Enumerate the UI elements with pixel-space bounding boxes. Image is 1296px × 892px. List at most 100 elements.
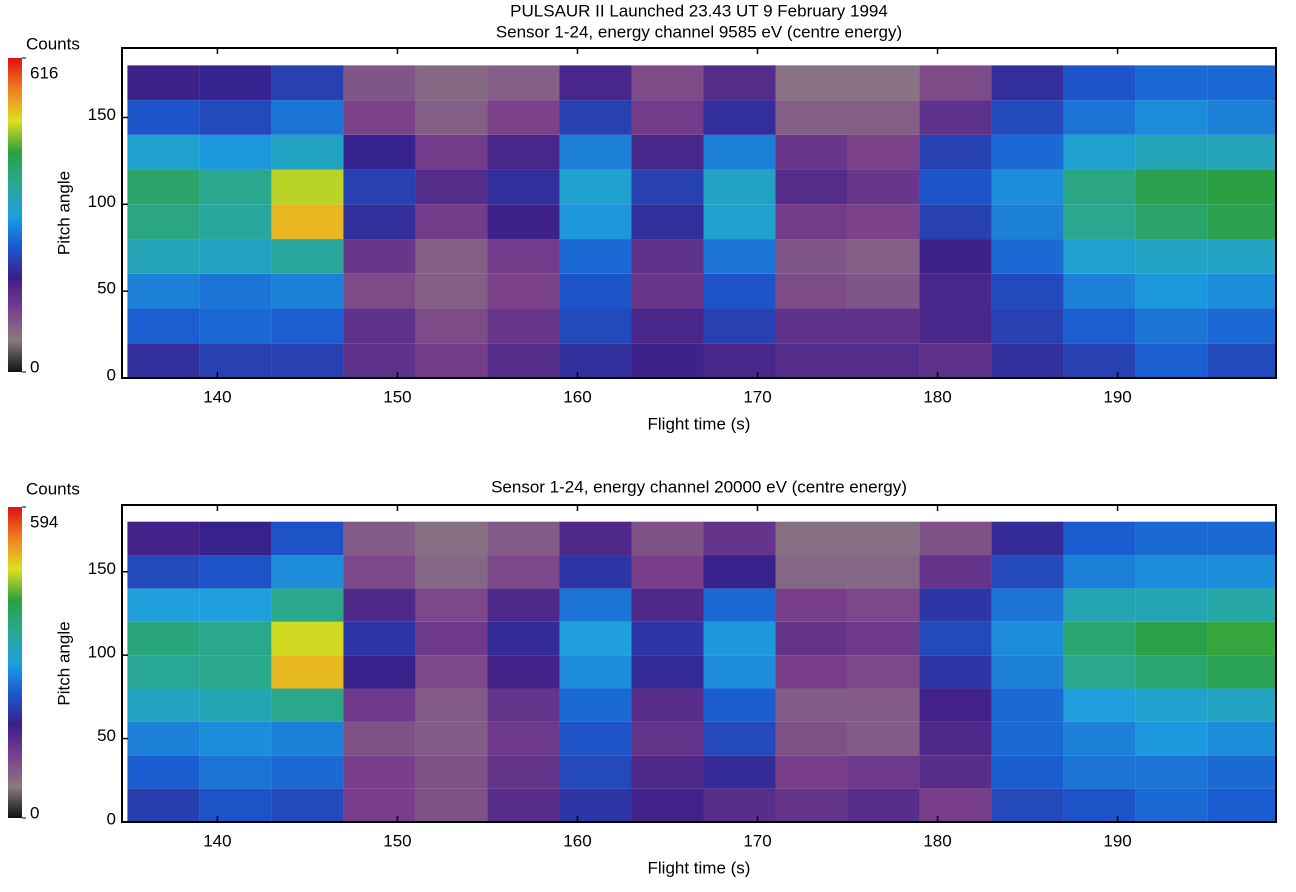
heatmap-cell	[127, 588, 200, 622]
heatmap-cell	[631, 755, 704, 789]
heatmap-cell	[271, 65, 344, 101]
heatmap-cell	[1135, 204, 1208, 240]
heatmap-cell	[775, 588, 848, 622]
heatmap-cell	[775, 100, 848, 135]
heatmap-cell	[127, 273, 200, 309]
heatmap-cell	[703, 521, 776, 556]
heatmap-cell	[991, 100, 1064, 135]
heatmap-cell	[1207, 755, 1276, 789]
heatmap-cell	[847, 169, 920, 205]
heatmap-cell	[919, 588, 992, 622]
heatmap-cell	[1135, 308, 1208, 344]
heatmap-cell	[559, 239, 632, 274]
heatmap-cell	[775, 134, 848, 170]
heatmap-cell	[271, 588, 344, 622]
heatmap-cell	[487, 134, 560, 170]
heatmap-cell	[415, 755, 488, 789]
y-tick-label: 100	[88, 643, 116, 662]
heatmap-cell	[631, 621, 704, 656]
heatmap-cell	[775, 721, 848, 756]
x-tick-label: 160	[563, 831, 591, 850]
heatmap-cell	[631, 239, 704, 274]
heatmap-cell	[127, 239, 200, 274]
heatmap-cell	[703, 755, 776, 789]
heatmap-cell	[1135, 273, 1208, 309]
heatmap-cell	[487, 621, 560, 656]
heatmap-cell	[1063, 169, 1136, 205]
heatmap-cell	[415, 169, 488, 205]
heatmap-cell	[919, 239, 992, 274]
heatmap-cell	[1207, 308, 1276, 344]
heatmap-cell	[1063, 308, 1136, 344]
heatmap-cell	[199, 273, 272, 309]
y-tick-label: 0	[107, 809, 116, 828]
heatmap-cell	[271, 655, 344, 689]
heatmap-cell	[1063, 588, 1136, 622]
heatmap-cell	[271, 169, 344, 205]
heatmap-cell	[487, 521, 560, 556]
heatmap-cell	[343, 588, 416, 622]
y-tick-label: 150	[88, 559, 116, 578]
heatmap-cell	[415, 521, 488, 556]
heatmap-cell	[127, 621, 200, 656]
heatmap-cell	[199, 521, 272, 556]
heatmap-cell	[1135, 169, 1208, 205]
heatmap-cell	[127, 788, 200, 822]
heatmap-cell	[703, 65, 776, 101]
heatmap-cell	[199, 204, 272, 240]
heatmap-cell	[415, 239, 488, 274]
heatmap-cell	[919, 555, 992, 589]
heatmap-cell	[1135, 521, 1208, 556]
heatmap-cell	[919, 204, 992, 240]
heatmap-cell	[775, 308, 848, 344]
heatmap-cell	[1063, 521, 1136, 556]
plot-frame	[121, 47, 1277, 379]
heatmap-cell	[559, 343, 632, 378]
heatmap-cell	[343, 755, 416, 789]
heatmap-cell	[775, 555, 848, 589]
heatmap-cell	[847, 343, 920, 378]
heatmap-cell	[1063, 788, 1136, 822]
heatmap-cell	[1207, 169, 1276, 205]
heatmap-cell	[991, 239, 1064, 274]
heatmap-cell	[631, 588, 704, 622]
heatmap-cell	[271, 788, 344, 822]
heatmap-cell	[127, 755, 200, 789]
heatmap-cell	[991, 588, 1064, 622]
heatmap-cell	[991, 169, 1064, 205]
heatmap-cell	[703, 308, 776, 344]
heatmap-cell	[1207, 273, 1276, 309]
heatmap-cell	[1207, 521, 1276, 556]
heatmap-cell	[991, 273, 1064, 309]
heatmap-cell	[343, 308, 416, 344]
heatmap-cell	[1135, 755, 1208, 789]
heatmap-cell	[199, 308, 272, 344]
heatmap-cell	[703, 555, 776, 589]
heatmap-cell	[487, 273, 560, 309]
heatmap-cell	[487, 169, 560, 205]
heatmap-cell	[631, 134, 704, 170]
colorbar-tick-label: 0	[30, 803, 39, 822]
heatmap-cell	[1135, 688, 1208, 722]
heatmap-cell	[631, 308, 704, 344]
heatmap-cell	[847, 308, 920, 344]
heatmap-cell	[559, 308, 632, 344]
heatmap-cell	[919, 521, 992, 556]
heatmap-cell	[559, 65, 632, 101]
heatmap-cell	[991, 343, 1064, 378]
heatmap-cell	[487, 788, 560, 822]
heatmap-cell	[919, 755, 992, 789]
heatmap-cell	[775, 65, 848, 101]
heatmap-cell	[487, 755, 560, 789]
heatmap-cell	[343, 134, 416, 170]
heatmap-cell	[343, 621, 416, 656]
heatmap-cell	[559, 688, 632, 722]
heatmap-cell	[1135, 343, 1208, 378]
x-axis-label: Flight time (s)	[648, 858, 751, 877]
colorbar-tick-label: 616	[30, 63, 58, 82]
heatmap-cell	[559, 588, 632, 622]
heatmap-cell	[991, 555, 1064, 589]
heatmap-cell	[487, 308, 560, 344]
heatmap-cell	[1207, 721, 1276, 756]
